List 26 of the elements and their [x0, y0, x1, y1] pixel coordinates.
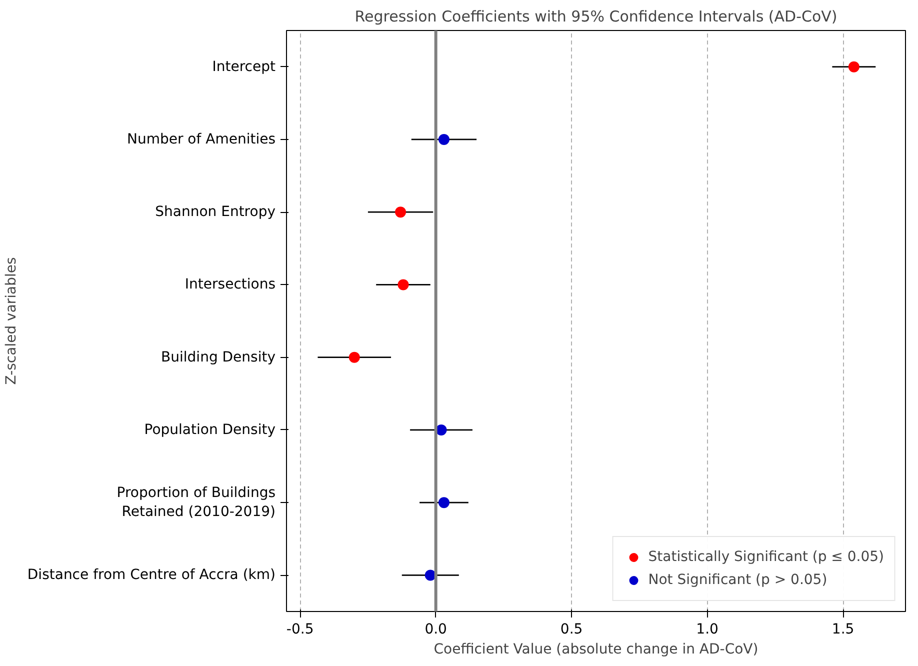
point — [438, 134, 450, 145]
legend-label: Statistically Significant (p ≤ 0.05) — [648, 549, 884, 565]
y-tick-label: Number of Amenities — [126, 131, 276, 148]
x-axis-title: Coefficient Value (absolute change in AD-CoV) — [434, 642, 758, 658]
y-tick-label: Building Density — [161, 349, 276, 366]
y-tick-label: Shannon Entropy — [155, 204, 276, 220]
y-axis-title: Z-scaled variables — [3, 257, 20, 385]
x-tick-label: 0.0 — [424, 622, 447, 638]
point — [348, 352, 360, 363]
point — [438, 497, 450, 508]
chart-title: Regression Coefficients with 95% Confidence Intervals (AD-CoV) — [354, 8, 838, 26]
point — [398, 279, 409, 290]
y-tick-label: Intersections — [184, 276, 276, 293]
y-tick-label: Population Density — [144, 422, 276, 438]
point — [436, 424, 447, 436]
x-tick-label: 1.5 — [832, 622, 854, 638]
y-tick-label: Distance from Centre of Accra (km) — [27, 567, 276, 584]
y-tick-label: Intercept — [212, 58, 276, 75]
point — [848, 61, 860, 72]
point — [395, 206, 406, 218]
x-tick-label: 0.5 — [560, 622, 583, 638]
y-tick-label: Proportion of Buildings Retained (2010-2019) — [116, 484, 276, 520]
x-tick-label: -0.5 — [286, 622, 314, 638]
x-tick-label: 1.0 — [696, 622, 718, 638]
legend-label: Not Significant (p > 0.05) — [648, 572, 828, 588]
point — [424, 570, 436, 581]
